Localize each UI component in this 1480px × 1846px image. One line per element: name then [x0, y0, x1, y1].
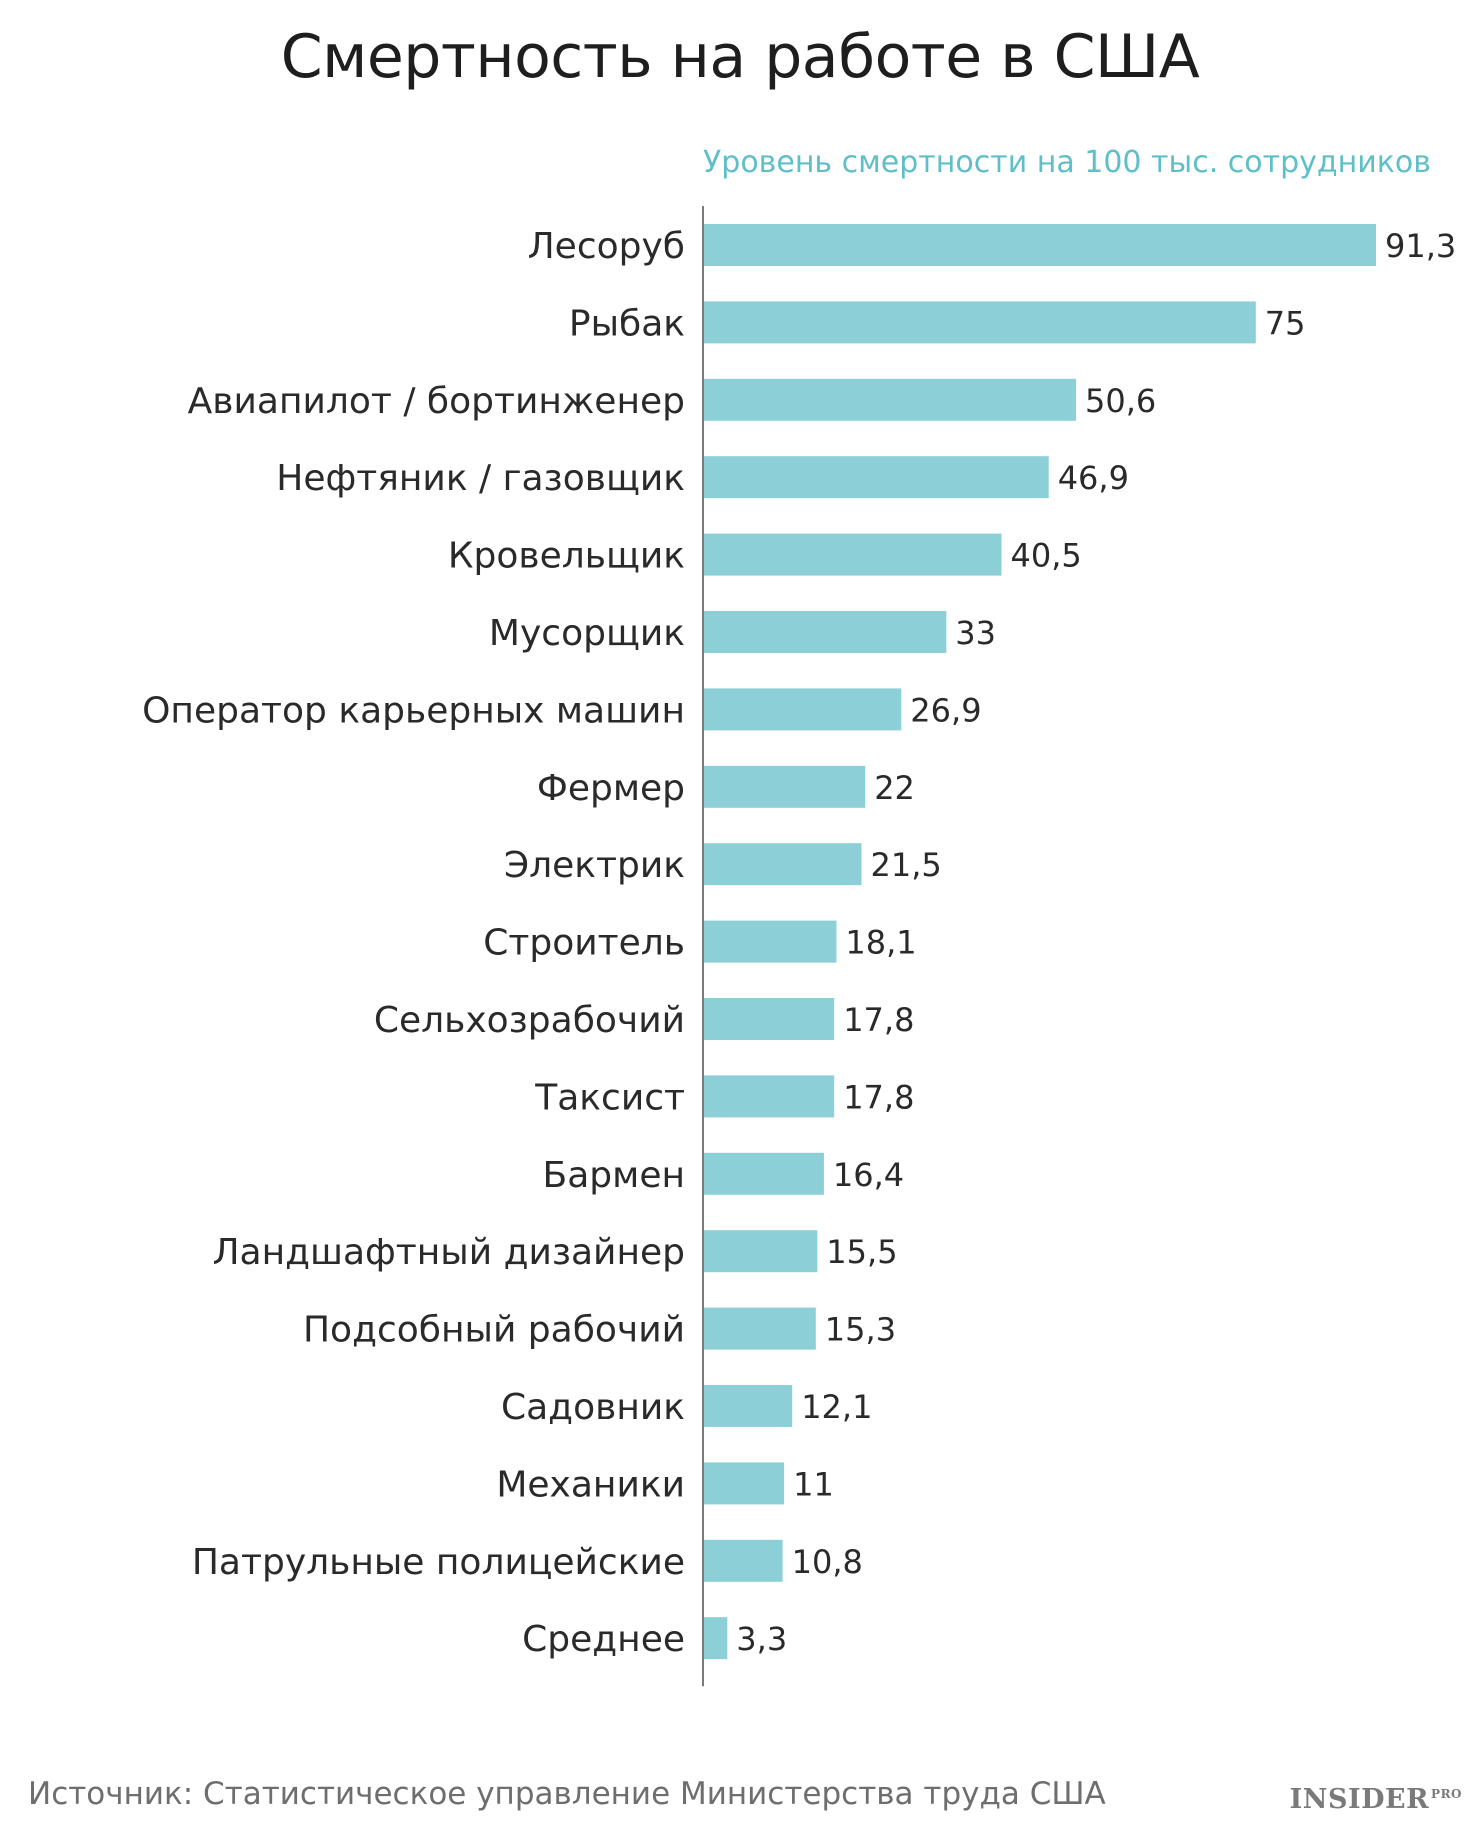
brand-logo: INSIDER PRO — [1290, 1784, 1462, 1815]
value-label: 26,9 — [910, 691, 981, 729]
category-label: Ландшафтный дизайнер — [212, 1232, 685, 1273]
value-label: 18,1 — [845, 924, 916, 962]
bar — [703, 765, 866, 808]
bar — [703, 224, 1376, 266]
category-label: Таксист — [534, 1077, 685, 1118]
bar — [703, 843, 862, 886]
value-label: 10,8 — [792, 1543, 863, 1581]
bar — [703, 998, 835, 1040]
category-label: Электрик — [504, 845, 685, 886]
bar — [703, 688, 902, 731]
value-label: 17,8 — [843, 1001, 914, 1039]
category-label: Бармен — [543, 1155, 685, 1196]
category-label: Подсобный рабочий — [303, 1310, 685, 1351]
bar — [703, 533, 1002, 576]
category-label: Садовник — [501, 1387, 685, 1428]
value-label: 22 — [874, 769, 915, 807]
bar — [703, 1230, 818, 1273]
bar — [703, 456, 1049, 499]
bar — [703, 1462, 785, 1505]
brand-name: INSIDER — [1289, 1784, 1430, 1815]
category-label: Лесоруб — [528, 226, 685, 267]
value-label: 75 — [1265, 304, 1306, 342]
category-label: Патрульные полицейские — [192, 1542, 685, 1583]
brand-suffix: PRO — [1431, 1787, 1462, 1801]
bar — [703, 301, 1256, 344]
category-label: Механики — [496, 1464, 685, 1505]
value-label: 50,6 — [1085, 382, 1156, 420]
value-label: 91,3 — [1385, 227, 1456, 265]
bar — [703, 1075, 835, 1118]
value-label: 46,9 — [1058, 459, 1129, 497]
category-label: Авиапилот / бортинженер — [188, 381, 685, 422]
category-label: Оператор карьерных машин — [142, 690, 685, 731]
value-label: 15,5 — [826, 1233, 897, 1271]
value-label: 3,3 — [736, 1620, 787, 1658]
value-label: 40,5 — [1011, 537, 1082, 575]
bars-group: Лесоруб 91,3 Рыбак 75 Авиапилот / бортинжене… — [142, 224, 1456, 1660]
value-label: 11 — [793, 1465, 834, 1503]
value-label: 21,5 — [871, 846, 942, 884]
value-label: 12,1 — [801, 1388, 872, 1426]
value-label: 16,4 — [833, 1156, 904, 1194]
chart-subtitle: Уровень смертности на 100 тыс. сотрудник… — [703, 145, 1431, 180]
category-label: Кровельщик — [448, 536, 685, 577]
category-label: Нефтяник / газовщик — [276, 458, 685, 499]
category-label: Мусорщик — [489, 613, 685, 654]
bar — [703, 1385, 793, 1427]
bar — [703, 920, 837, 963]
category-label: Сельхозрабочий — [374, 1000, 685, 1041]
category-label: Фермер — [537, 768, 685, 809]
category-label: Строитель — [483, 923, 685, 964]
value-label: 15,3 — [825, 1311, 896, 1349]
bar — [703, 611, 947, 653]
bar — [703, 378, 1076, 421]
chart-title: Смертность на работе в США — [280, 22, 1200, 92]
bar — [703, 1617, 728, 1660]
bar — [703, 1307, 816, 1350]
value-label: 33 — [955, 614, 996, 652]
bar — [703, 1539, 783, 1582]
bar — [703, 1152, 824, 1195]
category-label: Среднее — [522, 1619, 685, 1660]
category-label: Рыбак — [569, 303, 685, 344]
source-note: Источник: Статистическое управление Мини… — [28, 1776, 1106, 1812]
value-label: 17,8 — [843, 1078, 914, 1116]
